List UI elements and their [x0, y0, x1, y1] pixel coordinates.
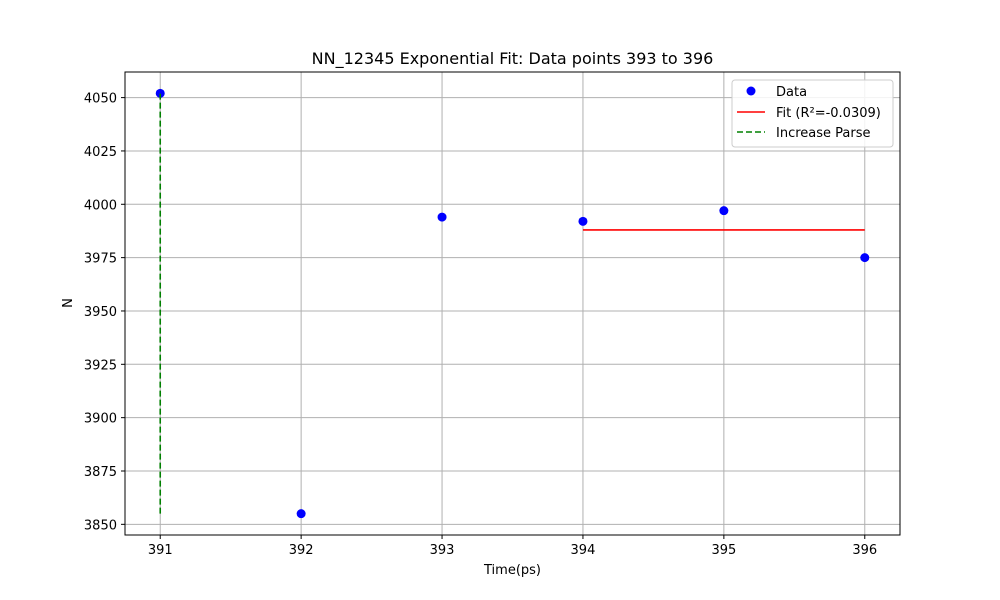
chart-title: NN_12345 Exponential Fit: Data points 39…	[312, 49, 714, 69]
y-tick-label: 4025	[84, 145, 117, 160]
legend-label: Increase Parse	[776, 126, 871, 141]
legend-label: Data	[776, 85, 807, 100]
data-point	[155, 88, 165, 98]
y-tick-label: 3900	[84, 412, 117, 427]
data-point	[578, 216, 588, 226]
axis-ticks: 391 392 393 394 395 396 3850 3875 3900 3925 3950 39…	[84, 92, 877, 558]
x-tick-label: 394	[571, 543, 596, 558]
y-tick-label: 3925	[84, 358, 117, 373]
data-point	[296, 509, 306, 519]
y-tick-label: 3950	[84, 305, 117, 320]
data-point	[437, 212, 447, 222]
legend-box	[731, 79, 894, 148]
x-tick-label: 393	[430, 543, 455, 558]
x-tick-label: 391	[148, 543, 173, 558]
legend: Data Fit (R²=-0.0309) Increase Parse	[731, 79, 894, 148]
legend-marker-data	[746, 86, 756, 96]
x-axis-label: Time(ps)	[483, 563, 541, 578]
y-axis-label: N	[61, 298, 76, 308]
x-tick-label: 395	[711, 543, 736, 558]
legend-label: Fit (R²=-0.0309)	[776, 106, 881, 121]
data-point	[860, 253, 870, 263]
y-tick-label: 3850	[84, 518, 117, 533]
plot-series	[155, 88, 870, 519]
y-tick-label: 3975	[84, 252, 117, 267]
data-point	[719, 206, 729, 216]
grid	[125, 72, 900, 535]
y-tick-label: 3875	[84, 465, 117, 480]
x-tick-label: 392	[289, 543, 314, 558]
x-tick-label: 396	[852, 543, 877, 558]
plot-frame	[124, 71, 901, 536]
y-tick-label: 4050	[84, 92, 117, 107]
y-tick-label: 4000	[84, 198, 117, 213]
